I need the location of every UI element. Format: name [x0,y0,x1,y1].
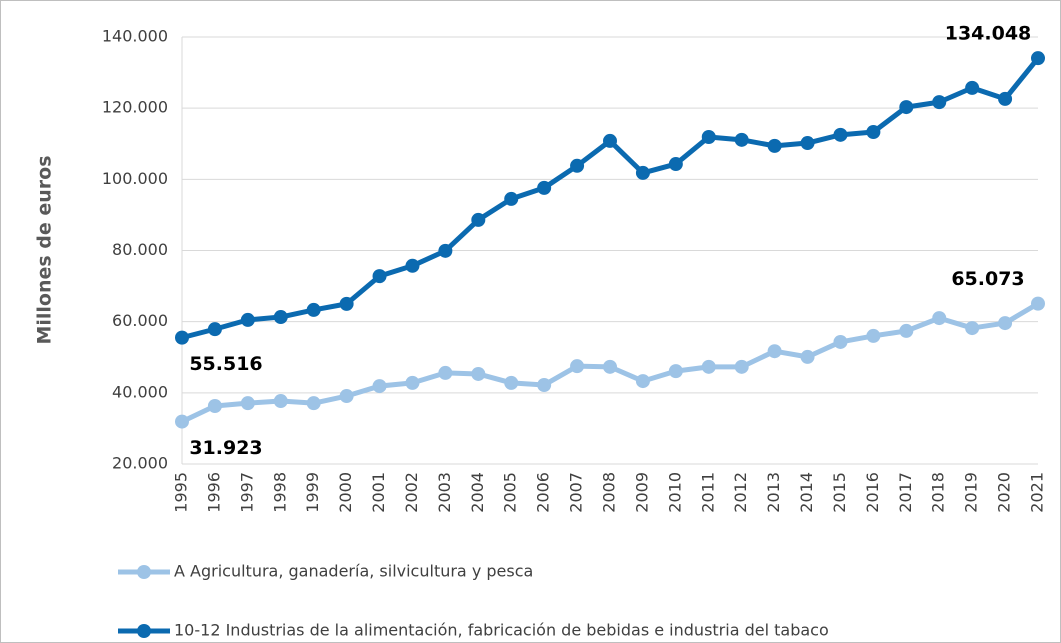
x-tick-label: 2003 [435,472,454,513]
data-label: 65.073 [951,268,1024,290]
y-tick-label: 100.000 [102,169,168,188]
data-point [175,414,189,429]
data-point [273,394,288,409]
data-point [1031,296,1045,311]
data-point [965,321,980,336]
x-tick-label: 2000 [336,472,355,513]
x-tick-label: 1996 [204,472,223,513]
data-point [537,378,552,393]
data-point [833,127,848,142]
data-point [866,328,881,343]
data-point [998,316,1013,331]
x-tick-label: 2013 [764,472,783,513]
x-tick-label: 2006 [534,472,553,513]
x-tick-label: 2019 [962,472,981,513]
data-point [603,359,617,374]
data-point [701,359,716,374]
data-point [207,398,222,413]
data-point [932,311,947,326]
data-point [175,330,189,345]
x-tick-label: 2007 [567,472,586,513]
data-point [438,243,453,258]
data-point [273,310,288,325]
x-tick-label: 2008 [600,472,619,513]
data-point [207,322,222,337]
y-tick-label: 40.000 [112,382,168,401]
data-point [339,296,354,311]
data-point [800,349,815,364]
y-tick-label: 60.000 [112,311,168,330]
x-tick-label: 2005 [501,472,520,513]
x-tick-label: 2017 [896,472,915,513]
data-label: 134.048 [945,23,1032,45]
x-tick-label: 2014 [797,472,816,513]
x-tick-label: 1998 [270,472,289,513]
data-point [471,366,486,381]
x-tick-label: 2010 [665,472,684,513]
data-point [570,359,585,374]
x-tick-label: 2018 [929,472,948,513]
data-point [372,269,387,284]
data-point [965,80,980,95]
data-point [800,136,815,151]
x-tick-label: 2002 [402,472,421,513]
x-tick-label: 2011 [698,472,717,513]
data-point [734,359,749,374]
y-tick-label: 140.000 [102,27,168,46]
data-point [405,258,420,273]
data-point [339,389,354,404]
x-tick-label: 1999 [303,472,322,513]
data-point [1031,51,1045,66]
data-point [306,302,321,317]
data-label: 55.516 [189,353,262,375]
legend-marker [137,565,151,579]
data-point [537,180,552,195]
data-point [767,138,782,153]
data-point [635,165,650,180]
data-point [240,312,255,327]
data-point [932,95,947,110]
data-point [504,191,519,206]
x-tick-label: 2004 [468,472,487,513]
data-point [701,129,716,144]
data-point [833,334,848,349]
data-point [405,375,420,390]
legend-label: A Agricultura, ganadería, silvicultura y… [174,562,533,581]
x-tick-label: 1995 [172,472,191,513]
data-point [471,212,486,227]
x-tick-label: 2020 [995,472,1014,513]
data-point [438,365,453,380]
y-tick-label: 80.000 [112,240,168,259]
data-point [668,157,683,172]
data-point [998,91,1013,106]
x-tick-label: 2021 [1028,472,1047,513]
legend-marker [137,624,151,638]
data-point [668,364,683,379]
x-tick-label: 1997 [237,472,256,513]
x-tick-label: 2015 [830,472,849,513]
x-tick-label: 2001 [369,472,388,513]
data-point [306,396,321,411]
y-tick-label: 120.000 [102,98,168,117]
data-point [899,100,914,115]
y-axis-title: Millones de euros [34,155,56,344]
data-point [767,344,782,359]
x-tick-label: 2012 [731,472,750,513]
data-point [603,133,617,148]
data-point [899,323,914,338]
data-label: 31.923 [189,437,262,459]
x-tick-label: 2009 [632,472,651,513]
data-point [372,379,387,394]
legend-label: 10-12 Industrias de la alimentación, fab… [174,621,829,640]
x-tick-label: 2016 [863,472,882,513]
y-tick-label: 20.000 [112,454,168,473]
data-point [570,158,585,173]
data-point [734,132,749,147]
data-point [635,374,650,389]
data-point [504,375,519,390]
data-point [866,125,881,140]
data-point [240,396,255,411]
